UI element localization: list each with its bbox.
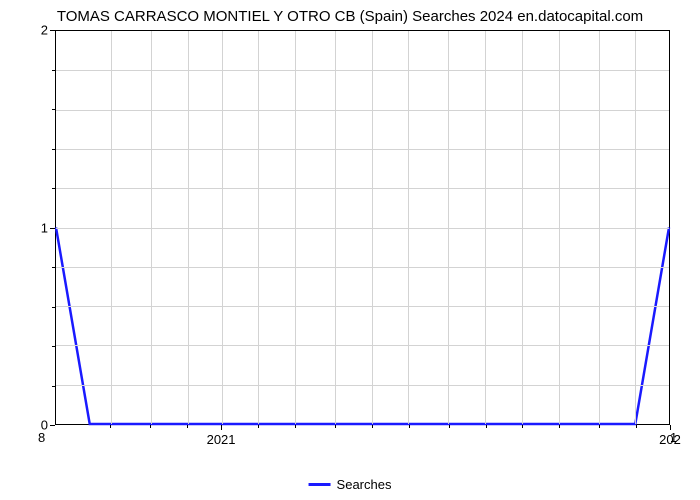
x-minor-tick-mark [372, 425, 373, 428]
x-minor-tick-mark [150, 425, 151, 428]
y-minor-tick-mark [52, 386, 55, 387]
y-minor-tick-mark [52, 109, 55, 110]
x-minor-tick-mark [449, 425, 450, 428]
y-minor-tick-mark [52, 149, 55, 150]
x-minor-tick-mark [409, 425, 410, 428]
chart-title: TOMAS CARRASCO MONTIEL Y OTRO CB (Spain)… [0, 0, 700, 25]
y-tick-label: 2 [41, 23, 48, 38]
y-tick-label: 0 [41, 418, 48, 433]
y-tick-mark [50, 228, 55, 229]
y-minor-tick-mark [52, 307, 55, 308]
x-tick-label: 202 [659, 432, 681, 447]
legend-swatch [309, 483, 331, 486]
grid-line-h [56, 70, 669, 71]
x-minor-tick-mark [486, 425, 487, 428]
grid-line-h [56, 306, 669, 307]
grid-line-h [56, 228, 669, 229]
grid-line-h [56, 188, 669, 189]
plot-area [55, 30, 670, 425]
y-minor-tick-mark [52, 346, 55, 347]
x-tick-mark [221, 425, 222, 430]
x-minor-tick-mark [522, 425, 523, 428]
y-tick-label: 1 [41, 220, 48, 235]
y-tick-mark [50, 30, 55, 31]
x-tick-mark [670, 425, 671, 430]
x-minor-tick-mark [636, 425, 637, 428]
grid-line-h [56, 110, 669, 111]
x-minor-tick-mark [295, 425, 296, 428]
y-minor-tick-mark [52, 188, 55, 189]
x-tick-label: 2021 [207, 432, 236, 447]
grid-line-h [56, 267, 669, 268]
y-minor-tick-mark [52, 70, 55, 71]
legend-label: Searches [337, 477, 392, 492]
x-minor-tick-mark [335, 425, 336, 428]
grid-line-h [56, 345, 669, 346]
x-minor-tick-mark [187, 425, 188, 428]
grid-line-h [56, 385, 669, 386]
grid-line-h [56, 149, 669, 150]
legend: Searches [309, 477, 392, 492]
x-minor-tick-mark [559, 425, 560, 428]
x-minor-tick-mark [258, 425, 259, 428]
y-minor-tick-mark [52, 267, 55, 268]
y-tick-mark [50, 425, 55, 426]
x-minor-tick-mark [110, 425, 111, 428]
x-minor-tick-mark [599, 425, 600, 428]
